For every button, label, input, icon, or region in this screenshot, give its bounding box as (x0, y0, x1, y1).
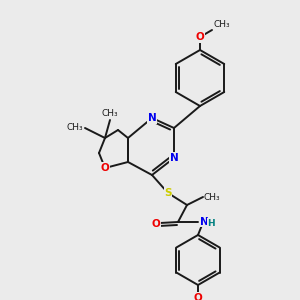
Text: H: H (207, 218, 214, 227)
Text: N: N (148, 113, 156, 123)
Text: N: N (169, 153, 178, 163)
Text: O: O (196, 32, 204, 42)
Text: CH₃: CH₃ (204, 193, 220, 202)
Text: O: O (194, 293, 202, 300)
Text: O: O (100, 163, 109, 173)
Text: CH₃: CH₃ (66, 124, 83, 133)
Text: S: S (164, 188, 172, 198)
Text: CH₃: CH₃ (102, 109, 118, 118)
Text: N: N (200, 217, 209, 227)
Text: O: O (152, 219, 160, 229)
Text: CH₃: CH₃ (213, 20, 230, 29)
